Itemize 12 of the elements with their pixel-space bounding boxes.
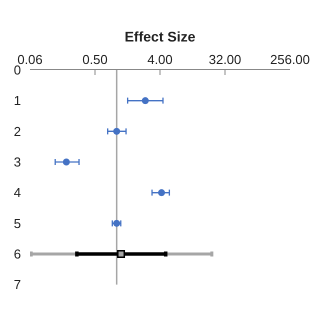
y-tick-label: 6 [14, 246, 21, 262]
x-tick-label: 256.00 [270, 52, 310, 67]
y-tick-label: 2 [14, 124, 21, 139]
x-tick-label: 0.50 [82, 52, 108, 67]
y-tick-label: 4 [14, 185, 21, 200]
x-axis-title: Effect Size [124, 28, 196, 44]
y-tick-label: 3 [14, 154, 21, 170]
y-tick-label: 7 [14, 277, 21, 292]
x-tick-label: 4.00 [147, 52, 173, 67]
y-tick-label: 1 [14, 93, 21, 108]
y-tick-label: 5 [14, 216, 21, 231]
x-tick-label: 32.00 [208, 52, 242, 67]
